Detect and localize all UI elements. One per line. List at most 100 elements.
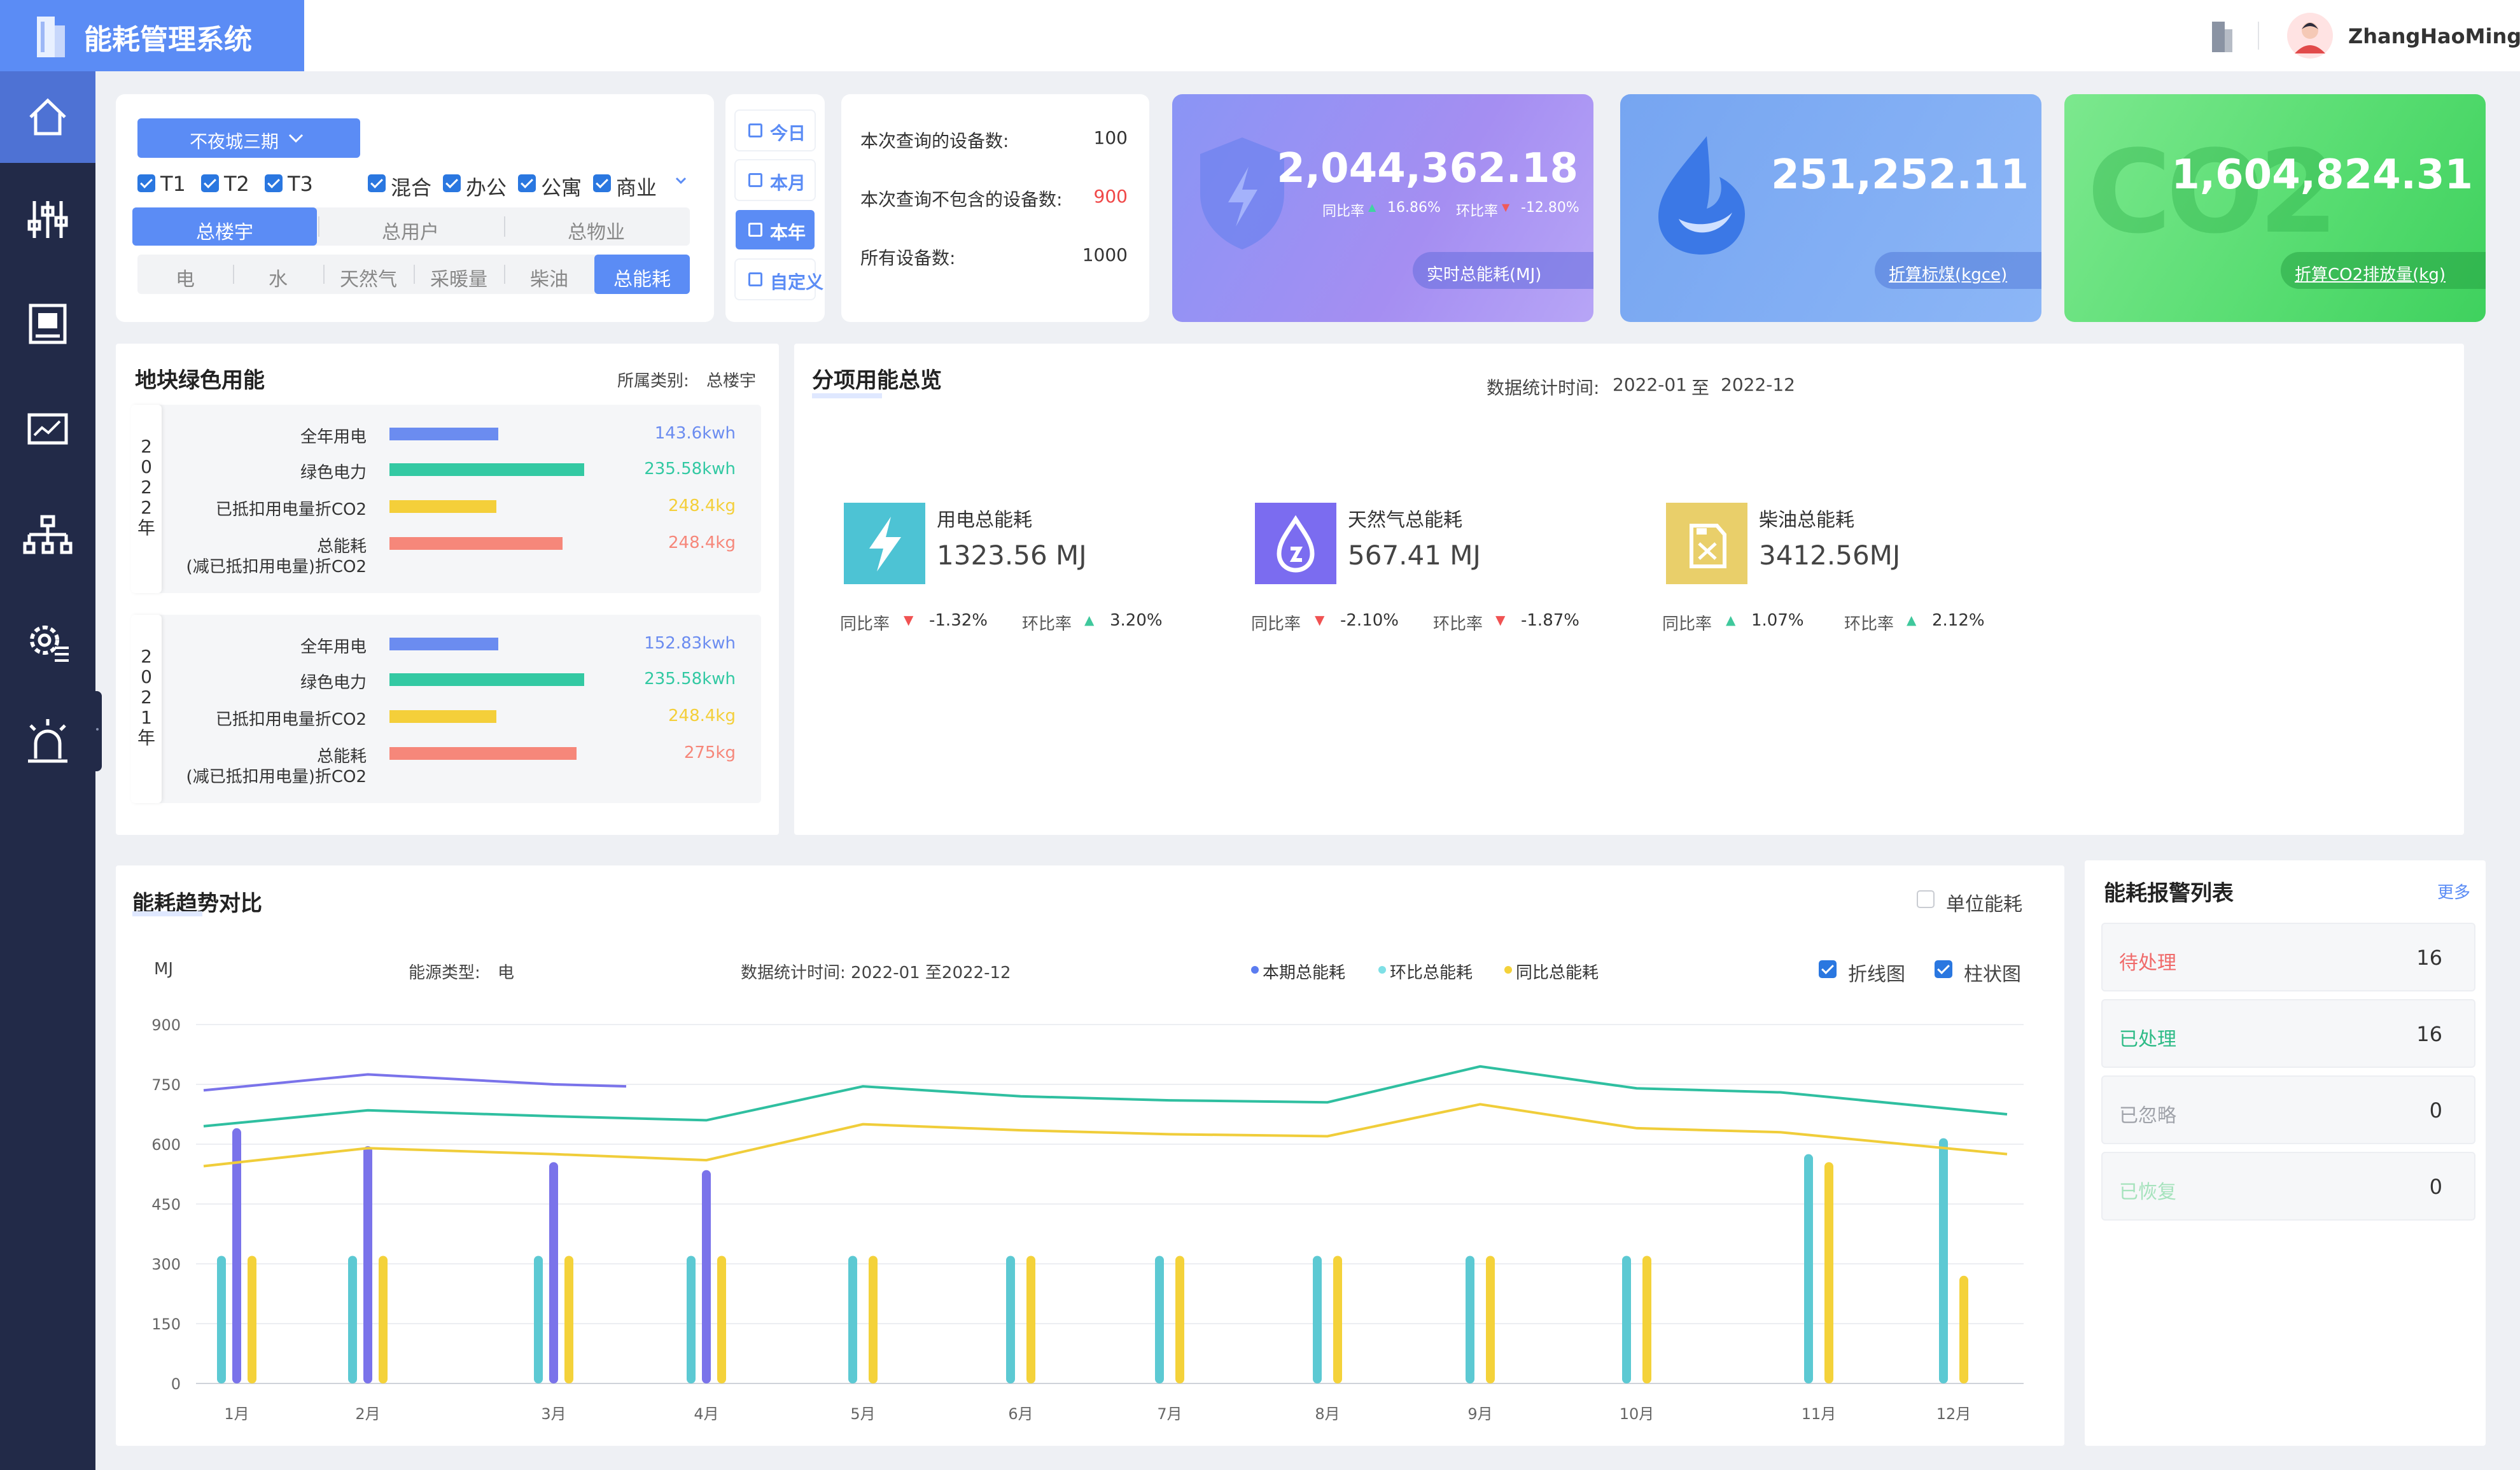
period-button[interactable]: 本月 [736, 160, 815, 200]
legend-item[interactable]: 环比总能耗 [1378, 958, 1503, 983]
unit-energy-toggle[interactable]: 单位能耗 [1917, 887, 2057, 916]
type-checkbox[interactable]: 混合 [368, 171, 442, 200]
alarm-row[interactable]: 已忽略 0 [2101, 1075, 2475, 1144]
bar-环比总能耗[interactable] [1006, 1256, 1015, 1383]
line-chart-toggle[interactable]: 折线图 [1819, 957, 1921, 986]
bar-chart-checkbox[interactable] [1935, 960, 1952, 978]
tab-scope[interactable]: 总物业 [504, 207, 689, 246]
bar-环比总能耗[interactable] [1466, 1256, 1474, 1383]
bar-环比总能耗[interactable] [348, 1256, 357, 1383]
bar-环比总能耗[interactable] [848, 1256, 857, 1383]
building-switch-icon[interactable] [2208, 18, 2236, 53]
shield-bolt-icon [1200, 137, 1284, 249]
building-checkbox-t1[interactable]: T1 [137, 171, 199, 196]
user-avatar[interactable] [2287, 13, 2333, 59]
alarm-row[interactable]: 待处理 16 [2101, 923, 2475, 991]
tab-energy[interactable]: 总能耗 [594, 255, 690, 294]
period-button[interactable]: 本年 [736, 210, 815, 249]
metric-bar [389, 710, 496, 723]
kpi-label-pill[interactable]: 折算标煤(kgce) [1875, 252, 2041, 289]
bar-环比总能耗[interactable] [1313, 1256, 1322, 1383]
bar-同比总能耗[interactable] [1824, 1162, 1833, 1383]
bar-本期总能耗[interactable] [702, 1170, 711, 1383]
type-checkbox[interactable]: 公寓 [518, 171, 592, 200]
bar-同比总能耗[interactable] [1642, 1256, 1651, 1383]
bar-同比总能耗[interactable] [1175, 1256, 1184, 1383]
tab-energy[interactable]: 水 [233, 255, 323, 294]
bar-chart-toggle[interactable]: 柱状图 [1935, 957, 2036, 986]
kpi-label-pill[interactable]: 实时总能耗(MJ) [1413, 252, 1593, 289]
sidebar-collapse-handle[interactable] [93, 691, 102, 771]
bar-环比总能耗[interactable] [1622, 1256, 1631, 1383]
bar-环比总能耗[interactable] [1155, 1256, 1164, 1383]
kpi-label-pill[interactable]: 折算CO2排放量(kg) [2281, 252, 2486, 289]
expand-types-icon[interactable] [675, 176, 687, 186]
bar-同比总能耗[interactable] [1333, 1256, 1342, 1383]
bar-本期总能耗[interactable] [363, 1146, 372, 1383]
type-checkbox[interactable]: 办公 [443, 171, 517, 200]
stat-label: 本次查询的设备数: [860, 130, 1009, 151]
sidebar-item-alarm[interactable] [0, 700, 95, 787]
bar-环比总能耗[interactable] [217, 1256, 226, 1383]
period-button[interactable]: 今日 [736, 111, 815, 150]
username[interactable]: ZhangHaoMing [2348, 24, 2520, 48]
tab-scope[interactable]: 总楼宇 [132, 207, 317, 246]
sidebar-item-monitor[interactable] [0, 387, 95, 473]
bar-环比总能耗[interactable] [1939, 1138, 1948, 1383]
legend-label: 同比总能耗 [1516, 963, 1599, 983]
bar-环比总能耗[interactable] [534, 1256, 543, 1383]
overview-items: 用电总能耗 1323.56 MJ 同比率 ▼ -1.32% 环比率 ▲ 3.20% 天然气总能耗… [827, 496, 2100, 649]
brand-block[interactable]: 能耗管理系统 [0, 0, 304, 71]
checkbox-label: 办公 [466, 176, 507, 200]
building-checkbox-t2[interactable]: T2 [201, 171, 262, 196]
type-checkbox[interactable]: 商业 [593, 171, 667, 200]
building-checkbox-t3[interactable]: T3 [265, 171, 326, 196]
mom-value: 2.12% [1932, 611, 1985, 630]
tab-energy[interactable]: 柴油 [504, 255, 594, 294]
bar-同比总能耗[interactable] [248, 1256, 256, 1383]
line-chart-checkbox[interactable] [1819, 960, 1837, 978]
metric-value: 248.4kg [668, 533, 736, 552]
alarm-row[interactable]: 已处理 16 [2101, 999, 2475, 1068]
metric-label: 绿色电力 [300, 673, 367, 692]
overview-panel [794, 344, 2464, 835]
mom-label: 环比率 [1022, 615, 1072, 634]
kpi-label: 折算CO2排放量(kg) [2295, 265, 2446, 284]
kpi-yoy-value: 16.86% [1387, 200, 1441, 216]
unit-energy-checkbox[interactable] [1917, 890, 1935, 908]
checkbox-icon [368, 174, 386, 192]
tab-energy[interactable]: 天然气 [323, 255, 414, 294]
sidebar-item-device-panel[interactable] [0, 281, 95, 368]
tab-energy[interactable]: 电 [137, 255, 233, 294]
alarm-status-label: 已恢复 [2119, 1181, 2176, 1203]
bar-环比总能耗[interactable] [687, 1256, 696, 1383]
sidebar-item-equalizer[interactable] [0, 177, 95, 263]
bar-同比总能耗[interactable] [1959, 1275, 1968, 1383]
tab-energy[interactable]: 采暖量 [414, 255, 504, 294]
bar-同比总能耗[interactable] [1026, 1256, 1035, 1383]
period-button[interactable]: 自定义 [736, 260, 823, 299]
lightning-icon [844, 503, 925, 584]
sidebar-item-org[interactable] [0, 493, 95, 579]
legend-item[interactable]: 同比总能耗 [1504, 958, 1629, 983]
bar-本期总能耗[interactable] [232, 1128, 241, 1383]
overview-item-value: 1323.56 MJ [937, 540, 1087, 571]
bar-同比总能耗[interactable] [1486, 1256, 1495, 1383]
legend-dot-icon [1504, 966, 1512, 974]
tab-scope[interactable]: 总用户 [318, 207, 503, 246]
bar-同比总能耗[interactable] [869, 1256, 878, 1383]
sidebar-item-settings[interactable] [0, 598, 95, 685]
bar-同比总能耗[interactable] [379, 1256, 388, 1383]
legend-item[interactable]: 本期总能耗 [1251, 958, 1376, 983]
bar-环比总能耗[interactable] [1804, 1154, 1813, 1383]
site-dropdown[interactable]: 不夜城三期 [137, 118, 360, 158]
bar-同比总能耗[interactable] [564, 1256, 573, 1383]
year-tag: 2021年 [131, 615, 162, 803]
sidebar-item-home[interactable] [0, 71, 95, 163]
y-tick-label: 450 [151, 1196, 181, 1214]
bar-同比总能耗[interactable] [717, 1256, 726, 1383]
alarm-more-link[interactable]: 更多 [2437, 883, 2471, 902]
bar-本期总能耗[interactable] [549, 1162, 558, 1383]
equalizer-icon [27, 201, 68, 238]
alarm-row[interactable]: 已恢复 0 [2101, 1152, 2475, 1221]
